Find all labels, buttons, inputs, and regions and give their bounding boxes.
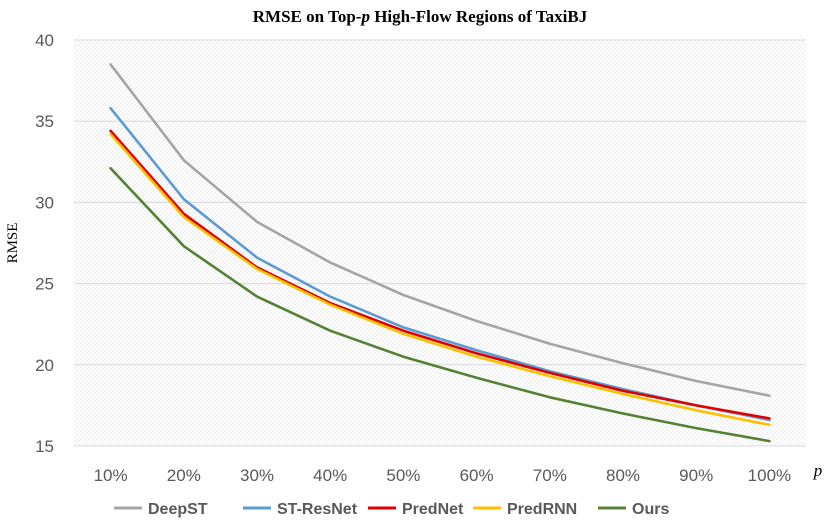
x-tick-label: 70% [533,466,567,485]
series-line-ours [109,167,771,443]
y-tick-label: 30 [35,193,54,212]
x-tick-label: 100% [748,466,791,485]
x-tick-label: 40% [313,466,347,485]
y-tick-label: 25 [35,275,54,294]
plot-area [74,40,806,446]
legend-item-predrnn: PredRNN [473,501,577,518]
x-tick-label: 60% [460,466,494,485]
legend-label: ST-ResNet [277,501,358,518]
x-axis-ticks: 10% 20% 30% 40% 50% 60% 70% 80% 90% 100% [94,466,792,485]
chart-title-suffix: High-Flow Regions of TaxiBJ [370,7,588,26]
chart-title: RMSE on Top-p High-Flow Regions of TaxiB… [253,7,588,26]
gridlines [74,39,806,447]
series-lines [109,63,771,443]
x-tick-label: 20% [167,466,201,485]
legend-label: PredNet [402,501,464,518]
y-axis-ticks: 15 20 25 30 35 40 [35,31,54,456]
x-tick-label: 50% [386,466,420,485]
x-axis-label: p [813,461,823,480]
chart-title-variable: p [359,7,370,26]
x-tick-label: 90% [679,466,713,485]
legend-label: DeepST [148,501,208,518]
legend-item-prednet: PredNet [368,501,464,518]
legend-item-ours: Ours [598,501,669,518]
y-tick-label: 15 [35,437,54,456]
x-tick-label: 80% [606,466,640,485]
x-tick-label: 10% [94,466,128,485]
legend-item-st-resnet: ST-ResNet [243,501,358,518]
y-tick-label: 20 [35,356,54,375]
y-axis-label: RMSE [5,223,21,264]
legend-label: PredRNN [507,501,577,518]
x-tick-label: 30% [240,466,274,485]
series-line-deepst [109,63,771,398]
legend-label: Ours [632,501,669,518]
series-line-predrnn [109,132,771,427]
legend: DeepST ST-ResNet PredNet PredRNN Ours [114,501,669,518]
series-line-prednet [109,129,771,420]
y-tick-label: 40 [35,31,54,50]
legend-item-deepst: DeepST [114,501,208,518]
chart-title-prefix: RMSE on Top- [253,7,362,26]
y-tick-label: 35 [35,112,54,131]
